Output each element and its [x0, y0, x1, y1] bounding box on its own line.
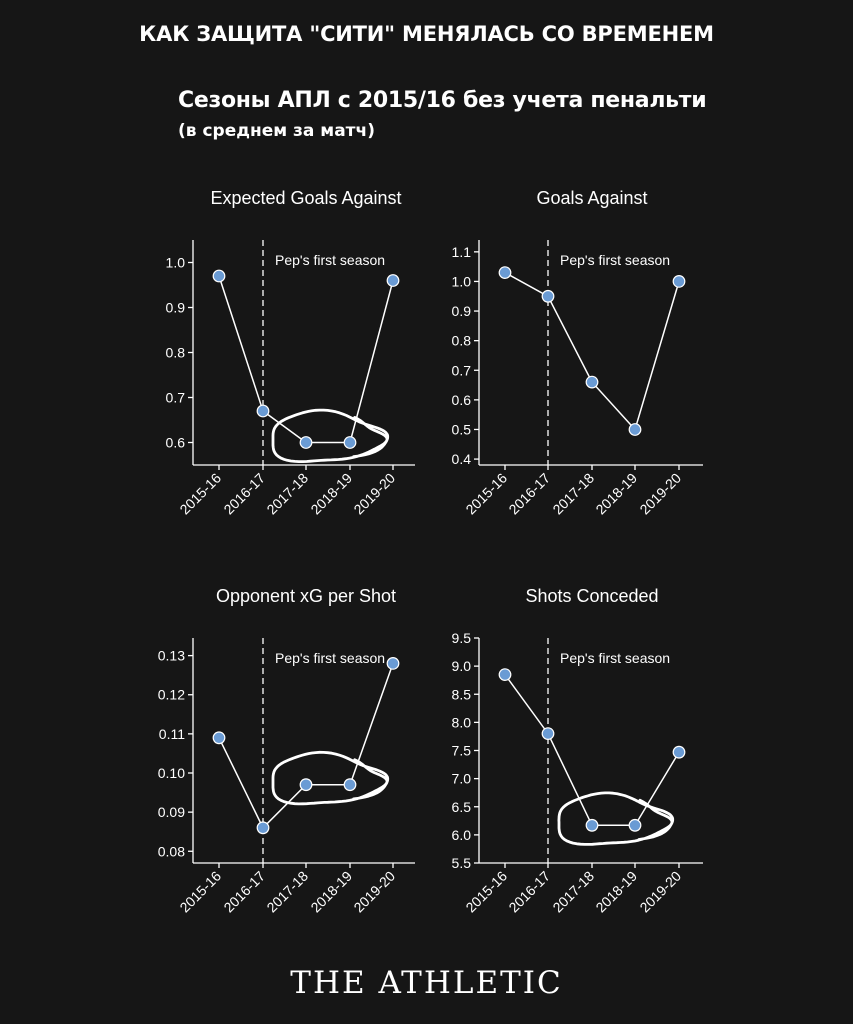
x-tick-label: 2019-20	[350, 470, 398, 518]
x-tick-label: 2015-16	[462, 470, 510, 518]
x-tick-label: 2016-17	[220, 470, 268, 518]
chart-panel-4: Shots Conceded 5.5 6.0 6.5 7.0 7.5 8.0 8.5 9.0 9.…	[452, 586, 703, 915]
x-tick-label: 2015-16	[176, 868, 224, 916]
y-tick-label: 1.0	[166, 255, 186, 271]
hand-drawn-circle	[271, 408, 390, 463]
data-point	[498, 668, 512, 681]
data-point	[299, 436, 313, 449]
y-tick-label: 0.4	[452, 451, 472, 467]
chart-panel-1: Expected Goals Against 0.6 0.7 0.8 0.9 1.0 201…	[166, 188, 415, 517]
data-point	[672, 275, 686, 288]
hand-drawn-circle	[557, 791, 675, 846]
y-tick-label: 0.11	[159, 726, 185, 742]
y-tick-label: 0.6	[166, 435, 186, 451]
data-point	[212, 731, 226, 745]
x-tick-label: 2016-17	[505, 868, 553, 916]
y-tick-label: 0.13	[158, 648, 185, 664]
hand-drawn-circle	[271, 750, 390, 806]
y-tick-label: 5.5	[452, 855, 472, 871]
charts-canvas: Expected Goals Against 0.6 0.7 0.8 0.9 1.0 201…	[158, 188, 703, 915]
x-tick-label: 2016-17	[220, 868, 268, 916]
y-tick-label: 0.9	[166, 300, 186, 316]
x-tick-label: 2018-19	[307, 868, 355, 916]
y-tick-label: 0.09	[158, 804, 185, 820]
series-line	[504, 674, 680, 827]
page-subtitle: Сезоны АПЛ с 2015/16 без учета пенальти	[178, 88, 707, 113]
annotation-label: Pep's first season	[275, 650, 385, 666]
y-tick-label: 8.0	[452, 714, 472, 730]
data-point	[585, 818, 599, 832]
chart-title: Goals Against	[536, 188, 647, 208]
series-line	[504, 271, 680, 431]
data-point	[541, 727, 555, 740]
y-tick-label: 1.0	[452, 273, 472, 289]
y-tick-label: 1.1	[452, 244, 472, 260]
chart-panel-2: Goals Against 0.4 0.5 0.6 0.7 0.8 0.9 1.0 1.1 201…	[452, 188, 703, 517]
y-tick-label: 0.7	[452, 362, 472, 378]
x-tick-label: 2017-18	[549, 868, 597, 916]
y-tick-label: 0.12	[158, 687, 185, 703]
data-point	[212, 269, 226, 283]
data-point	[386, 274, 400, 287]
y-tick-label: 0.5	[452, 421, 472, 437]
annotation-label: Pep's first season	[560, 252, 670, 268]
data-point	[343, 778, 357, 792]
x-tick-label: 2016-17	[505, 470, 553, 518]
y-tick-label: 8.5	[452, 686, 472, 702]
y-tick-label: 0.6	[452, 392, 472, 408]
y-tick-label: 0.08	[158, 843, 185, 859]
x-tick-label: 2015-16	[462, 868, 510, 916]
data-point	[628, 818, 642, 832]
y-tick-label: 9.0	[452, 658, 472, 674]
x-tick-label: 2019-20	[636, 868, 684, 916]
y-tick-label: 0.8	[166, 345, 186, 361]
page-title: КАК ЗАЩИТА "СИТИ" МЕНЯЛАСЬ СО ВРЕМЕНЕМ	[139, 22, 714, 46]
data-point	[672, 745, 686, 759]
y-tick-label: 0.10	[158, 765, 185, 781]
x-tick-label: 2019-20	[636, 470, 684, 518]
x-tick-label: 2015-16	[176, 470, 224, 518]
y-tick-label: 0.8	[452, 333, 472, 349]
chart-title: Shots Conceded	[525, 586, 658, 606]
annotation-label: Pep's first season	[275, 252, 385, 268]
y-tick-label: 7.0	[452, 771, 472, 787]
data-point	[541, 289, 555, 303]
data-point	[256, 404, 270, 418]
data-point	[386, 657, 400, 670]
y-tick-label: 7.5	[452, 743, 472, 759]
chart-title: Expected Goals Against	[210, 188, 401, 208]
chart-title: Opponent xG per Shot	[216, 586, 396, 606]
data-point	[256, 821, 270, 835]
y-tick-label: 0.9	[452, 303, 472, 319]
x-tick-label: 2018-19	[592, 868, 640, 916]
data-point	[498, 266, 512, 280]
series-line	[218, 275, 394, 444]
data-point	[585, 375, 599, 389]
annotation-label: Pep's first season	[560, 650, 670, 666]
page-note: (в среднем за матч)	[178, 121, 375, 141]
chart-panel-3: Opponent xG per Shot 0.08 0.09 0.10 0.11 0.12…	[158, 586, 415, 915]
x-tick-label: 2017-18	[549, 470, 597, 518]
the-athletic-logo: THE ATHLETIC	[290, 965, 563, 1001]
x-tick-label: 2018-19	[592, 470, 640, 518]
x-tick-label: 2018-19	[307, 470, 355, 518]
x-tick-label: 2017-18	[263, 868, 311, 916]
data-point	[343, 436, 357, 449]
data-point	[628, 423, 642, 436]
y-tick-label: 9.5	[452, 630, 472, 646]
y-tick-label: 0.7	[166, 390, 186, 406]
y-tick-label: 6.5	[452, 799, 472, 815]
y-tick-label: 6.0	[452, 827, 472, 843]
x-tick-label: 2017-18	[263, 470, 311, 518]
data-point	[299, 778, 313, 792]
x-tick-label: 2019-20	[350, 868, 398, 916]
